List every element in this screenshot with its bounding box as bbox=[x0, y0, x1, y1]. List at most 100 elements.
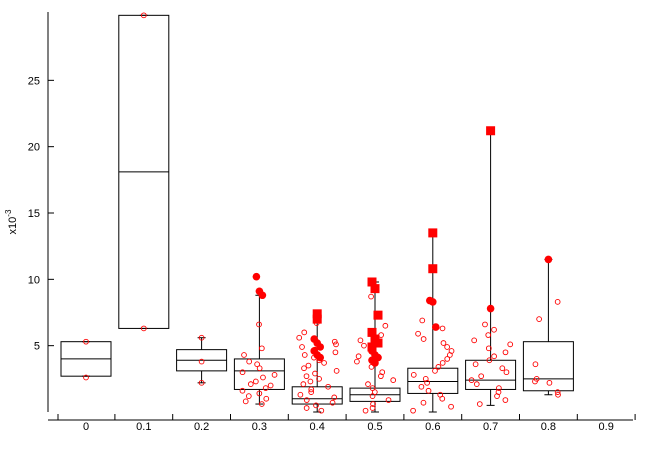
data-point bbox=[390, 377, 397, 384]
data-point bbox=[241, 352, 247, 358]
data-point bbox=[448, 403, 454, 410]
box bbox=[407, 367, 459, 394]
data-point bbox=[83, 374, 89, 381]
data-point bbox=[318, 407, 325, 414]
data-point bbox=[420, 399, 427, 406]
data-point bbox=[362, 407, 369, 414]
outlier-circle bbox=[429, 298, 437, 306]
data-point bbox=[478, 373, 485, 380]
data-point bbox=[476, 401, 483, 407]
outlier-circle bbox=[258, 291, 267, 300]
data-point bbox=[331, 394, 338, 401]
data-point bbox=[435, 364, 442, 370]
box bbox=[465, 359, 517, 390]
data-point bbox=[439, 360, 446, 366]
data-point bbox=[258, 401, 265, 407]
data-point bbox=[496, 385, 502, 391]
outlier-square bbox=[367, 327, 377, 337]
data-point bbox=[420, 336, 427, 342]
x-tick-label: 0.1 bbox=[136, 421, 151, 433]
data-point bbox=[258, 345, 265, 352]
data-point bbox=[263, 395, 270, 402]
data-point bbox=[378, 373, 384, 380]
x-tick-label: 0.9 bbox=[599, 421, 614, 433]
data-point bbox=[410, 407, 416, 414]
data-point bbox=[303, 373, 310, 380]
data-point bbox=[301, 329, 308, 336]
data-point bbox=[332, 349, 339, 356]
box bbox=[291, 386, 343, 405]
data-point bbox=[415, 330, 421, 337]
x-tick-label: 0.5 bbox=[367, 421, 382, 433]
data-point bbox=[444, 344, 450, 350]
data-point bbox=[239, 369, 246, 376]
data-point bbox=[242, 398, 249, 405]
x-tick-label: 0.6 bbox=[425, 421, 440, 433]
data-point bbox=[425, 387, 432, 394]
data-point bbox=[303, 397, 310, 403]
data-point bbox=[198, 334, 205, 341]
y-tick-label: 15 bbox=[28, 208, 40, 220]
data-point bbox=[472, 361, 479, 368]
data-point bbox=[260, 374, 266, 381]
data-point bbox=[245, 393, 252, 399]
data-point bbox=[254, 361, 260, 368]
outlier-square bbox=[370, 284, 380, 294]
data-point bbox=[301, 352, 308, 358]
outlier-circle bbox=[316, 353, 325, 362]
data-point bbox=[502, 397, 509, 403]
data-point bbox=[239, 387, 246, 394]
data-point bbox=[316, 375, 322, 382]
data-point bbox=[198, 358, 205, 365]
data-point bbox=[546, 379, 553, 386]
data-point bbox=[256, 321, 262, 328]
data-point bbox=[83, 338, 89, 345]
data-point bbox=[365, 381, 371, 387]
x-tick-label: 0 bbox=[83, 421, 89, 433]
y-tick-label: 20 bbox=[28, 142, 40, 154]
x-tick-label: 0.4 bbox=[310, 421, 325, 433]
data-point bbox=[491, 353, 497, 360]
data-point bbox=[486, 357, 493, 364]
data-point bbox=[382, 322, 389, 329]
data-point bbox=[247, 381, 254, 387]
y-tick-label: 5 bbox=[34, 341, 40, 353]
data-point bbox=[300, 381, 307, 387]
data-point bbox=[297, 391, 304, 398]
outlier-circle bbox=[544, 255, 553, 264]
data-points bbox=[83, 12, 561, 414]
outlier-square bbox=[373, 310, 383, 320]
data-point bbox=[299, 344, 305, 350]
data-point bbox=[368, 364, 375, 370]
outlier-square bbox=[312, 309, 322, 319]
data-point bbox=[482, 321, 488, 328]
data-point bbox=[312, 370, 318, 377]
data-point bbox=[532, 361, 539, 368]
data-point bbox=[499, 365, 506, 372]
data-point bbox=[331, 338, 338, 345]
data-point bbox=[354, 358, 360, 365]
data-point bbox=[432, 368, 438, 374]
data-point bbox=[491, 326, 497, 333]
data-point bbox=[198, 379, 205, 386]
y-tick-label: 25 bbox=[28, 75, 40, 87]
data-point bbox=[321, 360, 327, 366]
data-point bbox=[439, 395, 446, 402]
data-point bbox=[307, 378, 314, 385]
box bbox=[522, 341, 574, 392]
outlier-circle bbox=[486, 304, 495, 313]
y-scale-exponent: -3 bbox=[4, 209, 13, 217]
outlier-square bbox=[428, 264, 438, 274]
data-point bbox=[410, 372, 417, 378]
data-point bbox=[486, 345, 492, 352]
outlier-square bbox=[373, 338, 383, 348]
data-point bbox=[252, 378, 259, 385]
data-point bbox=[333, 341, 339, 348]
data-point bbox=[329, 399, 336, 406]
data-point bbox=[532, 378, 538, 385]
data-point bbox=[555, 391, 561, 398]
data-point bbox=[246, 358, 253, 365]
data-point bbox=[554, 299, 561, 305]
data-point bbox=[494, 393, 500, 399]
x-tick-label: 0.7 bbox=[483, 421, 498, 433]
